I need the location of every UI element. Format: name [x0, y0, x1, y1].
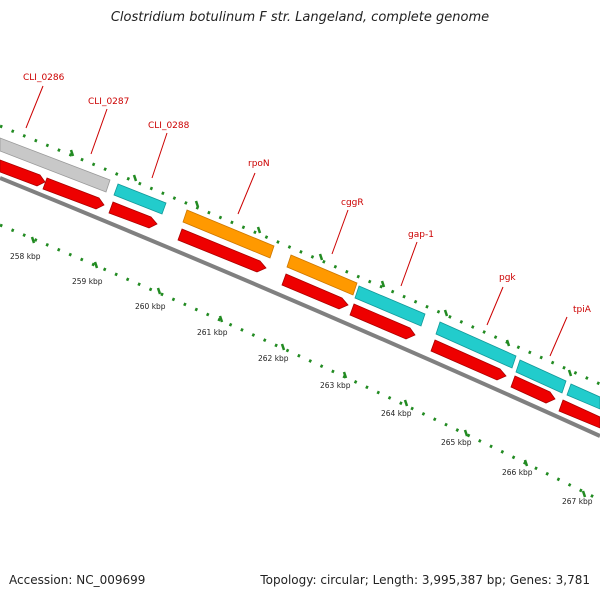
gene-label: gap-1: [408, 230, 434, 240]
tick-label: 264 kbp: [381, 409, 412, 418]
gene-block-CLI_0288[interactable]: [113, 183, 167, 215]
tick-label: 260 kbp: [135, 302, 166, 311]
gene-label: CLI_0286: [23, 73, 65, 83]
gene-block-pgk[interactable]: [435, 321, 517, 369]
gene-label: pgk: [499, 273, 516, 283]
gene-block-next[interactable]: [566, 383, 600, 410]
gene-labels: CLI_0286 CLI_0287 CLI_0288 rpoN cggR gap…: [23, 73, 592, 315]
gene-block-tpiA[interactable]: [515, 359, 567, 394]
cds-arrow: [510, 375, 556, 404]
gene-block-CLI_0286[interactable]: [0, 137, 111, 193]
gene-block-gap-1[interactable]: [354, 285, 426, 327]
map-title: Clostridium botulinum F str. Langeland, …: [110, 10, 490, 25]
gene-label: CLI_0288: [148, 121, 190, 131]
genome-summary: Topology: circular; Length: 3,995,387 bp…: [260, 573, 590, 587]
cds-arrow: [558, 399, 600, 429]
cds-arrow: [108, 201, 158, 229]
gene-leader-lines: [25, 85, 568, 357]
tick-label: 261 kbp: [197, 328, 228, 337]
inner-tick-ring: [0, 223, 600, 502]
cds-arrow: [0, 159, 46, 187]
cds-arrow: [177, 228, 267, 273]
genome-backbone: [0, 176, 600, 438]
tick-label: 259 kbp: [72, 277, 103, 286]
tick-label: 262 kbp: [258, 354, 289, 363]
tick-label: 258 kbp: [10, 252, 41, 261]
gene-label: tpiA: [573, 305, 592, 315]
cds-arrow: [430, 339, 507, 381]
cds-arrow: [42, 177, 105, 210]
tick-label: 265 kbp: [441, 438, 472, 447]
cds-arrow: [281, 273, 349, 310]
cds-arrow: [349, 303, 416, 340]
inner-major-ticks: [30, 236, 587, 498]
gene-label: CLI_0287: [88, 97, 129, 107]
cds-arrows: [0, 159, 600, 429]
outer-tick-ring: [0, 124, 600, 386]
outer-major-ticks: [69, 149, 573, 377]
gene-label: rpoN: [248, 159, 270, 169]
gene-block-cggR[interactable]: [286, 254, 358, 296]
tick-labels: 258 kbp 259 kbp 260 kbp 261 kbp 262 kbp …: [10, 252, 593, 506]
gene-label: cggR: [341, 198, 364, 208]
tick-label: 267 kbp: [562, 497, 593, 506]
gene-block-rpoN[interactable]: [182, 209, 275, 259]
tick-label: 263 kbp: [320, 381, 351, 390]
tick-label: 266 kbp: [502, 468, 533, 477]
accession-label: Accession: NC_009699: [9, 573, 146, 587]
